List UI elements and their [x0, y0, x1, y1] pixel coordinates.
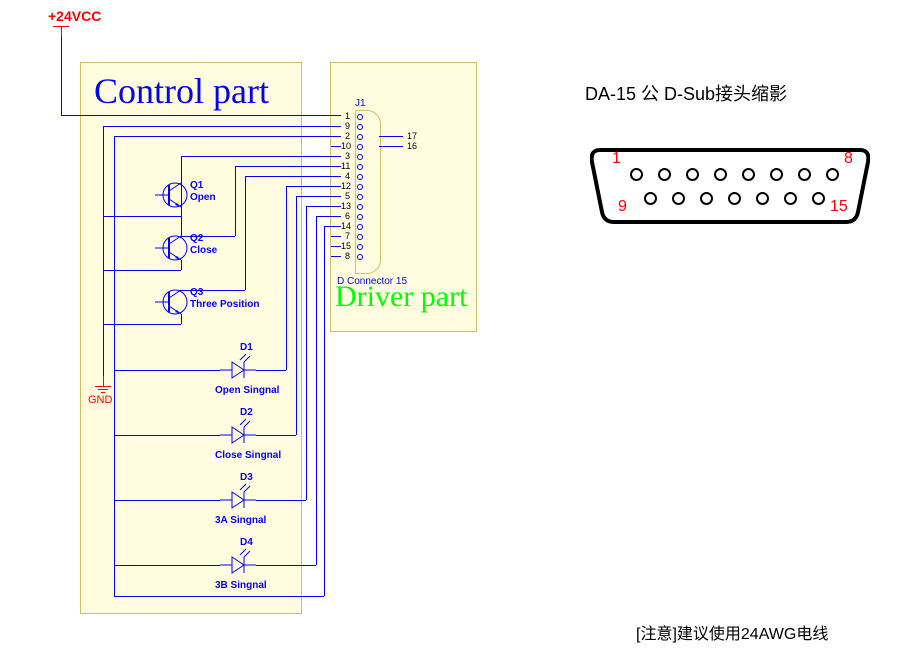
- q2-ref: Q2: [190, 233, 203, 244]
- wire: [114, 136, 115, 596]
- d4-name: 3B Singnal: [215, 580, 267, 591]
- d4-ref: D4: [240, 537, 253, 548]
- d2-ref: D2: [240, 407, 253, 418]
- q1-name: Open: [190, 192, 216, 203]
- q2-name: Close: [190, 245, 217, 256]
- d2-name: Close Singnal: [215, 450, 281, 461]
- d3-name: 3A Singnal: [215, 515, 266, 526]
- d1-name: Open Singnal: [215, 385, 279, 396]
- dsub-pin9: 9: [618, 198, 627, 216]
- dsub-pin1: 1: [612, 150, 621, 168]
- wire: [103, 126, 341, 127]
- q3-name: Three Position: [190, 299, 259, 310]
- d3-ref: D3: [240, 472, 253, 483]
- transistor-q3: [155, 282, 195, 327]
- note-text: [注意]建议使用24AWG电线: [636, 620, 828, 644]
- transistor-q2: [155, 228, 195, 273]
- dsub-title: DA-15 公 D-Sub接头缩影: [585, 80, 787, 106]
- q3-ref: Q3: [190, 287, 203, 298]
- q1-ref: Q1: [190, 180, 203, 191]
- dsub-connector: 1 8 9 15: [590, 140, 870, 235]
- connector-name: D Connector 15: [337, 276, 407, 287]
- wire: [103, 126, 104, 376]
- wire: [61, 115, 341, 116]
- schematic-canvas: Control part Driver part +24VCC GND J1: [0, 0, 899, 653]
- wire: [61, 36, 62, 115]
- connector-ref: J1: [355, 98, 366, 109]
- dsub-pin8: 8: [844, 150, 853, 168]
- control-part-title: Control part: [94, 70, 269, 112]
- vcc-label: +24VCC: [48, 8, 101, 24]
- dsub-pin15: 15: [830, 198, 848, 216]
- transistor-q1: [155, 175, 195, 220]
- d1-ref: D1: [240, 342, 253, 353]
- wire: [114, 136, 341, 137]
- gnd-label: GND: [88, 394, 112, 406]
